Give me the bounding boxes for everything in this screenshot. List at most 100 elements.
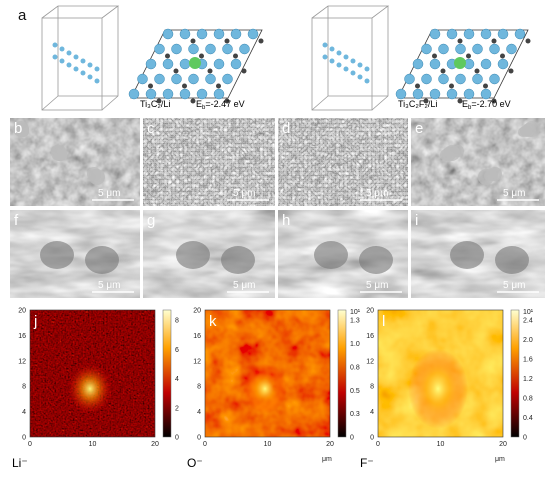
sem-image: i 5 μm <box>411 210 545 298</box>
atom <box>73 66 79 72</box>
grain <box>416 123 426 133</box>
atom <box>463 28 475 40</box>
sem-image: f 5 μm <box>10 210 140 298</box>
panel-label: h <box>282 212 290 229</box>
atom <box>415 83 420 89</box>
atom <box>491 98 497 104</box>
atom <box>423 98 429 104</box>
scale-bar-label: 5 μm <box>98 280 120 291</box>
hot-spot <box>408 348 468 429</box>
formula: Ti₃C₂/Li <box>140 99 170 109</box>
grain <box>55 149 67 161</box>
scale-bar-label: 5 μm <box>503 188 525 199</box>
atom <box>222 43 233 55</box>
sem-image: c 5 μm <box>143 118 275 206</box>
panel-a: a Ti₃C₂/Li Eb=-2.47 eV Ti₃C₂F₂/Li Eb=-2.… <box>18 5 531 111</box>
atom <box>239 43 250 55</box>
x-tick-label: 20 <box>499 441 507 448</box>
grain <box>450 241 484 269</box>
y-tick-label: 0 <box>22 435 26 442</box>
atom <box>364 78 370 84</box>
atom <box>336 50 342 56</box>
atom <box>497 58 509 70</box>
species-label: O⁻ <box>187 456 203 470</box>
atom <box>506 43 517 55</box>
atom <box>165 53 170 59</box>
x-tick-label: 0 <box>203 441 207 448</box>
micrograph <box>143 118 275 206</box>
colorbar-tick-label: 2.0 <box>523 337 533 344</box>
atom <box>188 43 199 55</box>
atom <box>429 28 441 40</box>
atom <box>429 88 441 100</box>
atom <box>213 28 225 40</box>
atom <box>329 58 335 64</box>
colorbar-tick-label: 0 <box>523 435 527 442</box>
binding-energy: Eb=-2.47 eV <box>196 99 245 111</box>
atom <box>480 28 492 40</box>
li-atom <box>189 57 201 69</box>
atom <box>491 38 497 44</box>
x-tick-label: 10 <box>89 441 97 448</box>
atom <box>80 58 86 64</box>
atom <box>497 28 509 40</box>
colorbar-tick-label: 0.3 <box>350 411 360 418</box>
atom <box>145 88 157 100</box>
frame <box>377 309 504 438</box>
atom <box>59 46 65 52</box>
atom <box>500 53 505 59</box>
grain <box>221 246 255 274</box>
colorbar-tick-label: 8 <box>175 318 179 325</box>
colorbar-tick-label: 0.8 <box>350 364 360 371</box>
scale-bar-label: 5 μm <box>233 188 255 199</box>
ion-map: k 0 4 8 12 16 20 0 10 20 μm O⁻ 0 0.3 0.5 0.8 1.0 1.3 10¹ <box>187 308 361 471</box>
x-tick-label: 10 <box>437 441 445 448</box>
y-tick-label: 16 <box>193 333 201 340</box>
atom <box>247 28 259 40</box>
x-tick-label: 0 <box>376 441 380 448</box>
atom <box>489 73 500 85</box>
atom <box>190 98 196 104</box>
sem-image: h 5 μm <box>278 210 408 298</box>
hot-spot <box>68 363 112 414</box>
panel-label: b <box>14 120 22 137</box>
colorbar-tick-label: 0.8 <box>523 396 533 403</box>
atom <box>514 28 526 40</box>
panel-label: d <box>282 120 290 137</box>
grain <box>40 241 74 269</box>
grain <box>359 246 393 274</box>
atom <box>94 78 100 84</box>
atom <box>224 98 230 104</box>
atom <box>343 54 349 60</box>
y-tick-label: 8 <box>22 384 26 391</box>
frame <box>29 309 156 438</box>
grain <box>176 241 210 269</box>
atom <box>322 54 328 60</box>
sem-image: b 5 μm <box>10 118 140 206</box>
atom <box>162 58 174 70</box>
atom <box>455 73 466 85</box>
atom <box>480 88 492 100</box>
binding-energy: Eb=-2.70 eV <box>462 99 511 111</box>
atom <box>190 38 196 44</box>
colorbar <box>162 309 172 438</box>
atom <box>188 73 199 85</box>
atom <box>66 62 72 68</box>
y-tick-label: 4 <box>22 409 26 416</box>
atom <box>205 43 216 55</box>
species-label: Li⁻ <box>12 456 28 470</box>
atom <box>350 58 356 64</box>
atom <box>404 73 415 85</box>
atom <box>87 74 93 80</box>
atom <box>224 38 230 44</box>
atom <box>137 73 148 85</box>
atom <box>395 88 407 100</box>
ion-map: l 0 4 8 12 16 20 0 10 20 μm F⁻ 0 0.4 0.8 1.2 1.6 2.0 2.4 10… <box>360 308 534 471</box>
atom <box>179 28 191 40</box>
atoms <box>52 28 531 104</box>
atom <box>466 53 471 59</box>
atom <box>154 73 165 85</box>
colorbar-tick-label: 0 <box>175 435 179 442</box>
panel-label: c <box>147 120 155 137</box>
